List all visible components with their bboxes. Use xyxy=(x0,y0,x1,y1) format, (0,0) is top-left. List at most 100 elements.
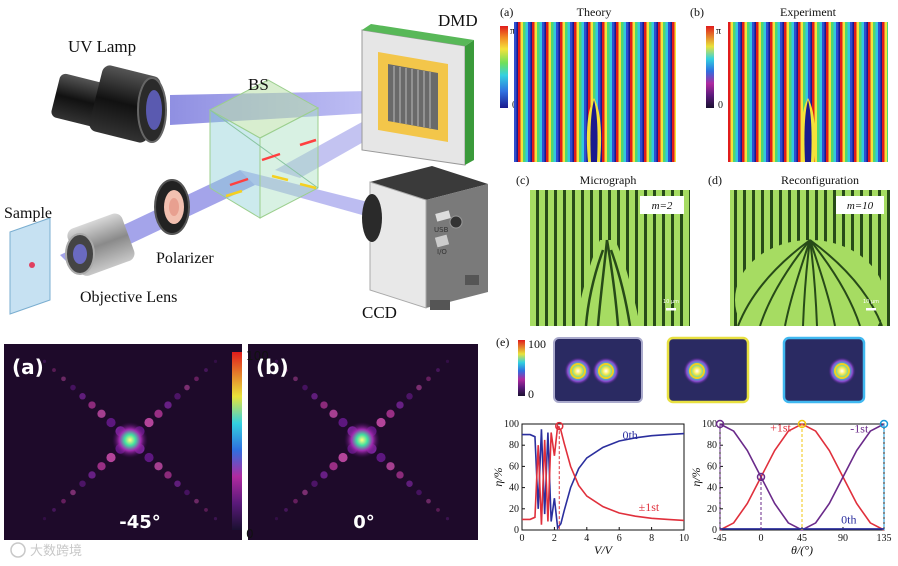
diffB-spot xyxy=(445,517,450,521)
panel-e-letter: (e) xyxy=(496,335,509,349)
panel-c-micrograph: (c) Micrograph m=2 10 μm xyxy=(516,173,690,326)
watermark-text: 大数跨境 xyxy=(30,544,82,559)
panel-b-cb-min: 0 xyxy=(718,100,723,111)
diffB-spot xyxy=(416,489,422,496)
chart2-series-minus1st-label: -1st xyxy=(850,421,869,435)
panel-e-spots: (e) 100 0 xyxy=(496,335,866,404)
diffB-spot xyxy=(284,508,288,512)
diffB-spot xyxy=(376,417,386,428)
dmd xyxy=(361,24,474,166)
panel-c-badge-box xyxy=(640,196,684,214)
diffA-spot xyxy=(213,359,218,363)
ccd-beam xyxy=(240,170,380,220)
diffA-spot xyxy=(194,376,199,382)
spot-box-2 xyxy=(666,336,750,404)
c1-ytick-label: 20 xyxy=(509,504,519,515)
diffA-spot xyxy=(97,409,106,418)
c1-ytick-label: 40 xyxy=(509,483,519,494)
c2-xtick-label: 45 xyxy=(797,533,807,544)
c1-xtick-label: 4 xyxy=(584,533,589,544)
diffA-spot xyxy=(42,359,47,363)
c2-marker xyxy=(879,419,889,429)
diffB-spot xyxy=(302,489,308,496)
diffraction-colorbar xyxy=(232,352,242,530)
diffB-spot xyxy=(293,498,298,504)
chart1-ylabel: η/% xyxy=(491,467,505,486)
diffA-spot xyxy=(213,517,218,521)
objective-lens-label: Objective Lens xyxy=(80,289,177,306)
diffA-spot xyxy=(42,517,47,521)
diffA-spot xyxy=(154,462,163,471)
diffB-spot xyxy=(445,359,450,363)
chart2-ylabel: η/% xyxy=(689,467,703,486)
c1-xtick-label: 6 xyxy=(617,533,622,544)
diffA-spot xyxy=(164,471,172,479)
diffB-spot xyxy=(338,452,348,463)
diffB-spot xyxy=(436,368,440,372)
c2-ytick-label: 20 xyxy=(707,504,717,515)
panel-a-colorbar xyxy=(500,26,508,108)
diffB-spot xyxy=(426,376,431,382)
diffraction-a-angle: -45° xyxy=(119,512,161,533)
diffA-spot xyxy=(88,401,96,409)
c2-marker xyxy=(715,419,725,429)
c2-marker xyxy=(797,419,807,429)
diffA-spot xyxy=(204,368,208,372)
diffB-spot xyxy=(302,384,308,391)
panel-e-cb-max: 100 xyxy=(528,337,546,351)
diffA-spot xyxy=(61,376,66,382)
diffB-spot xyxy=(311,480,318,487)
panel-c-letter: (c) xyxy=(516,173,529,187)
panel-e-cb-min: 0 xyxy=(528,387,534,401)
efficiency-vs-angle-chart: θ/(°) η/% +1st -1st 0th -45 0 45 90 13502040… xyxy=(689,419,892,557)
chart2-xlabel: θ/(°) xyxy=(791,543,813,557)
c1-series-line xyxy=(522,424,685,525)
diffA-spot xyxy=(70,384,76,391)
diffB-spot xyxy=(293,376,298,382)
panel-a-theory: (a) Theory π 0 xyxy=(500,5,676,162)
c2-ytick-label: 0 xyxy=(712,525,717,536)
c1-frame xyxy=(521,423,685,531)
panel-a-letter: (a) xyxy=(500,5,513,19)
diffA-spot xyxy=(164,401,172,409)
ccd-camera xyxy=(362,166,488,310)
diffA-spot xyxy=(154,409,163,418)
polarizer xyxy=(154,179,190,235)
panel-d-scalebar xyxy=(866,308,876,311)
diffA-spot xyxy=(174,393,181,400)
c1-xtick-label: 2 xyxy=(552,533,557,544)
diffA-spot xyxy=(88,471,96,479)
panel-d-letter: (d) xyxy=(708,173,722,187)
panel-a-cb-max: π xyxy=(510,26,515,37)
sample-slide xyxy=(9,217,51,315)
diffA-spot xyxy=(52,368,56,372)
panel-b-cb-max: π xyxy=(716,26,721,37)
diffA-spot xyxy=(70,489,76,496)
diffA-spot xyxy=(204,508,208,512)
diffraction-cb-max: 100 xyxy=(246,349,269,363)
diffB-spot xyxy=(426,498,431,504)
diffA-spot xyxy=(79,393,86,400)
c1-ytick-label: 0 xyxy=(514,525,519,536)
diffB-spot xyxy=(284,368,288,372)
c2-marker xyxy=(756,472,766,482)
diffB-spot xyxy=(396,471,404,479)
diffraction-a-center xyxy=(112,422,148,458)
c2-xtick-label: 0 xyxy=(759,533,764,544)
c2-ytick-label: 60 xyxy=(707,461,717,472)
chart1-xlabel: V/V xyxy=(594,543,614,557)
diffraction-b-angle: 0° xyxy=(353,512,375,533)
c1-ytick-label: 100 xyxy=(504,419,519,430)
panel-e-colorbar xyxy=(518,340,525,396)
diffB-spot xyxy=(416,384,422,391)
diffA-spot xyxy=(184,489,190,496)
panel-d-title: Reconfiguration xyxy=(781,173,859,187)
panel-b-title: Experiment xyxy=(780,5,837,19)
c2-xtick-label: 90 xyxy=(838,533,848,544)
diffB-spot xyxy=(436,508,440,512)
diffraction-cb-min: 0 xyxy=(246,527,254,541)
objective-lens xyxy=(65,213,135,276)
diffraction-a-letter: (a) xyxy=(12,355,44,379)
